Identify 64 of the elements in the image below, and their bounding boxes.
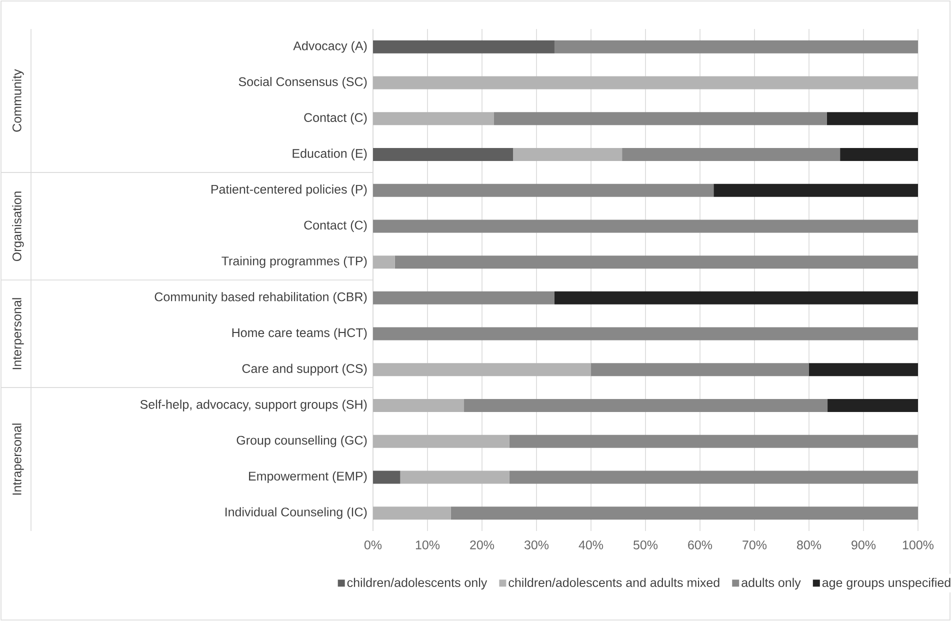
legend-label: children/adolescents only xyxy=(347,578,488,590)
bar xyxy=(373,220,918,233)
y-tick-label: Self-help, advocacy, support groups (SH) xyxy=(140,400,367,412)
bar xyxy=(373,291,554,304)
x-tick-label: 30% xyxy=(524,540,549,550)
bar xyxy=(826,112,918,126)
bar xyxy=(373,506,451,520)
bar xyxy=(394,256,918,269)
bar xyxy=(373,327,918,340)
bar xyxy=(373,76,918,90)
x-tick-label: 10% xyxy=(416,540,440,550)
x-tick-label: 60% xyxy=(688,540,712,550)
bar xyxy=(373,398,464,412)
bar xyxy=(554,40,918,54)
y-tick-label: Advocacy (A) xyxy=(293,41,367,53)
y-tick-label: Contact (C) xyxy=(304,112,367,124)
y-tick-label: Care and support (CS) xyxy=(242,364,367,376)
bar xyxy=(373,470,400,484)
y-tick-label: Training programmes (TP) xyxy=(222,256,367,268)
y-tick-label: Group counselling (GC) xyxy=(236,436,367,448)
bar xyxy=(494,112,827,126)
x-tick-label: 100% xyxy=(902,540,934,550)
bar xyxy=(828,398,918,412)
bar xyxy=(509,434,918,448)
legend-label: age groups unspecified xyxy=(822,578,950,590)
bar xyxy=(808,363,918,376)
bar xyxy=(464,398,828,412)
bar xyxy=(840,148,918,161)
y-tick-label: Education (E) xyxy=(292,148,367,160)
bar xyxy=(373,112,494,126)
y-tick-label: Home care teams (HCT) xyxy=(232,328,367,340)
y-tick-label: Contact (C) xyxy=(304,220,367,232)
y-tick-label: Empowerment (EMP) xyxy=(249,471,367,484)
text: Intrapersonal xyxy=(12,424,24,495)
y-tick-label: Patient-centered policies (P) xyxy=(211,184,367,196)
bar xyxy=(591,363,809,376)
x-tick-label: 20% xyxy=(470,540,494,550)
text: Interpersonal xyxy=(12,298,24,370)
text: Organisation xyxy=(12,192,24,262)
bar xyxy=(373,40,554,54)
bar xyxy=(373,184,714,197)
x-tick-label: 80% xyxy=(797,540,822,550)
bar xyxy=(373,363,591,376)
bar xyxy=(373,256,395,269)
bar xyxy=(509,470,918,484)
x-tick-label: 0% xyxy=(364,540,382,550)
y-tick-label: Social Consensus (SC) xyxy=(238,76,367,89)
legend-label: children/adolescents and adults mixed xyxy=(508,578,720,588)
legend-label: adults only xyxy=(742,578,801,590)
x-tick-label: 70% xyxy=(742,540,767,550)
y-tick-label: Community based rehabilitation (CBR) xyxy=(154,292,367,304)
x-tick-label: 50% xyxy=(633,540,658,550)
y-tick-label: Individual Counseling (IC) xyxy=(226,507,367,519)
bar xyxy=(513,148,622,161)
bar xyxy=(373,434,510,448)
bar xyxy=(714,184,918,197)
x-tick-label: 40% xyxy=(578,540,604,550)
x-tick-label: 90% xyxy=(852,540,876,550)
bar xyxy=(450,506,918,520)
text: Community xyxy=(12,69,24,132)
bar xyxy=(400,470,510,484)
bar xyxy=(373,148,514,161)
bar xyxy=(554,291,918,304)
bar xyxy=(622,148,840,161)
